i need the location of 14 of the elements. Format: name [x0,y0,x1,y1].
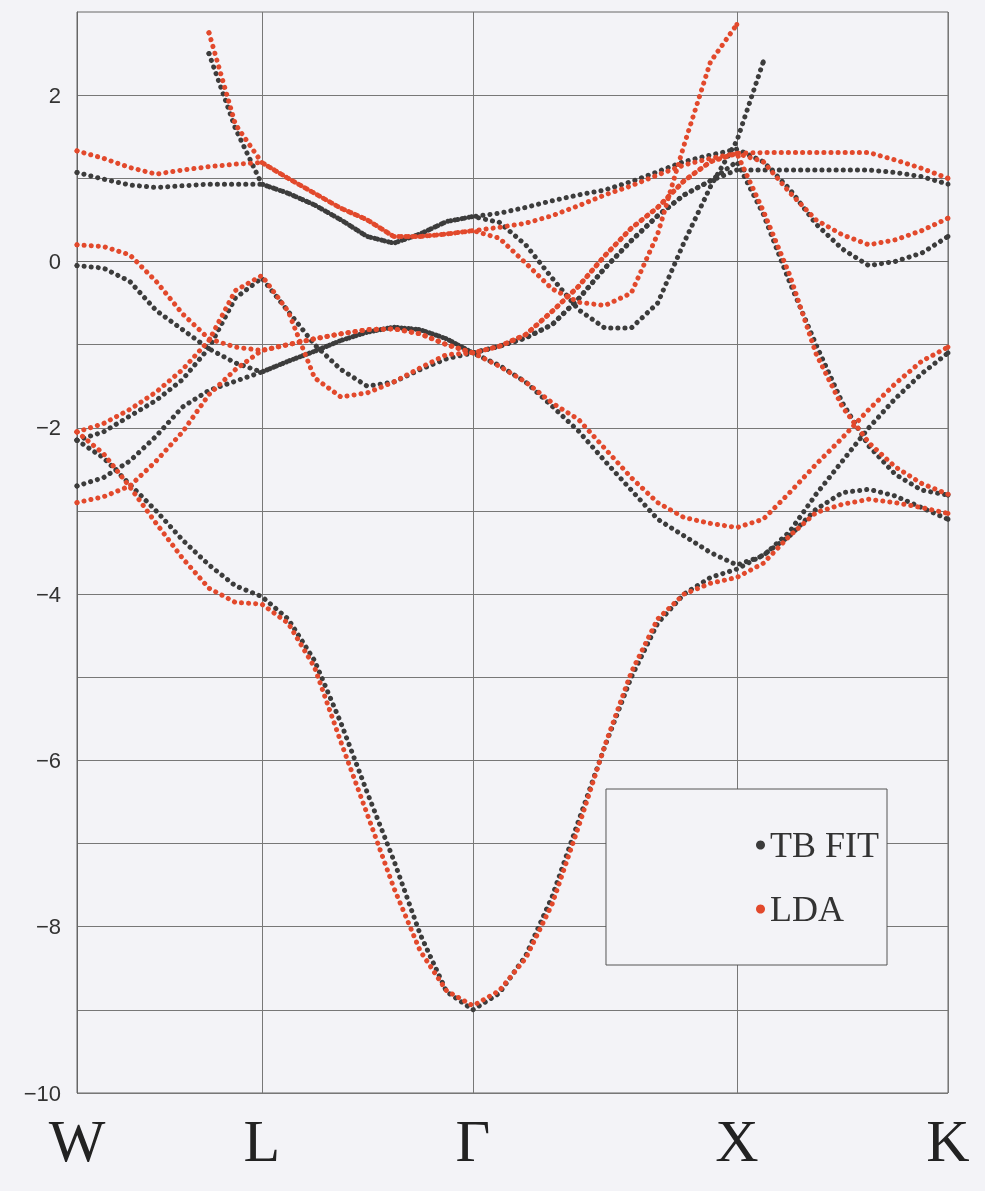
x-tick-label: Γ [455,1108,491,1174]
x-tick-label: K [926,1108,970,1174]
y-tick-label: −8 [35,914,61,940]
legend-label: LDA [770,889,844,929]
x-tick-label: X [715,1108,759,1174]
y-tick-label: −10 [23,1080,61,1106]
x-tick-label: W [48,1108,106,1174]
y-tick-label: −4 [35,581,61,607]
x-tick-label: L [243,1108,281,1174]
y-tick-label: −6 [35,747,61,773]
legend-label: TB FIT [770,825,880,865]
y-tick-label: 2 [48,82,61,108]
y-tick-label: −2 [35,415,61,441]
y-tick-label: 0 [48,248,61,274]
